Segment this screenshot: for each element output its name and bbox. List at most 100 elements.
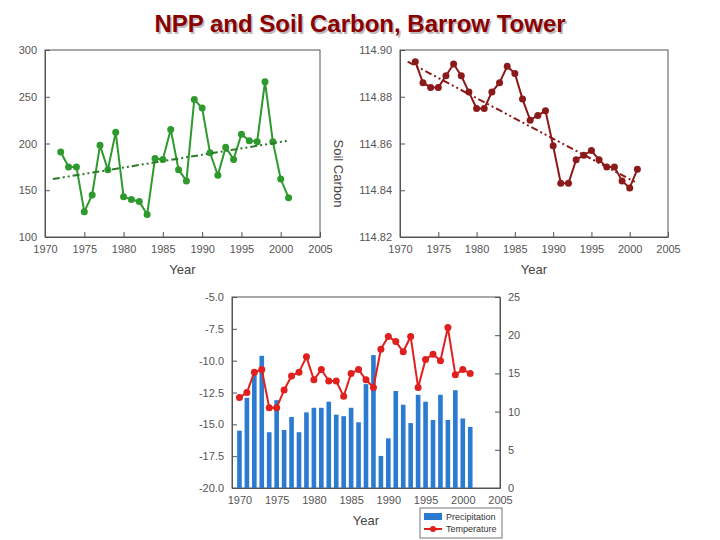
- tick-label: 200: [19, 138, 37, 150]
- plot-frame: [232, 297, 500, 488]
- legend-entry: Precipitation: [424, 512, 496, 522]
- tick-mark: [163, 232, 164, 237]
- tick-mark: [438, 232, 439, 237]
- tick-label: 250: [19, 91, 37, 103]
- x-axis-label: Year: [521, 262, 548, 277]
- marker: [296, 369, 303, 376]
- tick: 10: [495, 406, 520, 418]
- marker: [251, 369, 258, 376]
- marker: [236, 394, 243, 401]
- tick: 114.82: [359, 231, 405, 243]
- tick-label: 1985: [503, 243, 527, 255]
- marker: [214, 172, 221, 179]
- marker: [377, 346, 384, 353]
- legend-swatch: [430, 526, 436, 532]
- marker: [238, 131, 245, 138]
- x-axis: 19701975198019851990199520002005: [33, 232, 332, 255]
- marker: [222, 144, 229, 151]
- tick-label: 2000: [269, 243, 293, 255]
- marker: [400, 348, 407, 355]
- marker: [73, 163, 80, 170]
- marker: [333, 378, 340, 385]
- tick: 1975: [73, 232, 97, 255]
- tick-label: 2005: [656, 243, 680, 255]
- markers: [57, 78, 292, 218]
- tick-mark: [400, 190, 405, 191]
- tick-mark: [495, 488, 500, 489]
- chart: 1970197519801985199019952000200510015020…: [19, 44, 333, 277]
- tick-label: -12.5: [199, 387, 224, 399]
- bar-series: [237, 355, 472, 488]
- tick: 200: [19, 138, 50, 150]
- tick-label: -17.5: [199, 450, 224, 462]
- tick: 1980: [112, 232, 136, 255]
- marker: [57, 148, 64, 155]
- tick-label: 150: [19, 184, 37, 196]
- bar: [408, 423, 413, 488]
- marker: [288, 372, 295, 379]
- y-axis: 100150200250300: [19, 44, 50, 243]
- tick-label: 1980: [465, 243, 489, 255]
- tick-label: 2000: [618, 243, 642, 255]
- marker: [230, 156, 237, 163]
- marker: [415, 384, 422, 391]
- tick-mark: [241, 232, 242, 237]
- bar: [364, 384, 369, 488]
- line: [239, 328, 470, 408]
- marker: [573, 156, 580, 163]
- plot-area: [53, 78, 292, 218]
- legend-swatch: [424, 513, 442, 520]
- marker: [467, 370, 474, 377]
- marker: [348, 370, 355, 377]
- tick-label: 1990: [190, 243, 214, 255]
- tick: -20.0: [199, 482, 237, 494]
- tick: 114.86: [359, 138, 405, 150]
- bar: [460, 418, 465, 488]
- marker: [325, 378, 332, 385]
- tick-mark: [495, 297, 500, 298]
- marker: [442, 72, 449, 79]
- tick-label: 0: [508, 482, 514, 494]
- bar: [438, 395, 443, 488]
- marker: [303, 353, 310, 360]
- tick: 114.84: [359, 184, 405, 196]
- marker: [318, 366, 325, 373]
- tick-mark: [591, 232, 592, 237]
- tick-mark: [232, 424, 237, 425]
- x-axis-label: Year: [169, 262, 196, 277]
- bar: [386, 438, 391, 488]
- legend-box: [420, 508, 502, 538]
- tick-label: 1970: [33, 243, 57, 255]
- markers: [236, 324, 474, 411]
- tick: -10.0: [199, 355, 237, 367]
- marker: [550, 142, 557, 149]
- tick-mark: [495, 412, 500, 413]
- bar: [393, 391, 398, 488]
- marker: [458, 72, 465, 79]
- marker: [407, 333, 414, 340]
- title: NPP and Soil Carbon, Barrow Tower: [154, 10, 565, 37]
- marker: [254, 138, 261, 145]
- legend-label: Precipitation: [446, 512, 496, 522]
- marker: [183, 177, 190, 184]
- bar: [252, 372, 257, 488]
- tick-mark: [232, 297, 237, 298]
- bar: [245, 398, 250, 488]
- y2-axis: 0510152025: [495, 291, 520, 494]
- marker: [435, 84, 442, 91]
- marker: [285, 194, 292, 201]
- marker: [504, 63, 511, 70]
- tick: -12.5: [199, 387, 237, 399]
- marker: [243, 389, 250, 396]
- marker: [430, 351, 437, 358]
- tick-mark: [495, 450, 500, 451]
- marker: [65, 163, 72, 170]
- x-axis: 19701975198019851990199520002005: [388, 232, 680, 255]
- tick: 5: [495, 444, 514, 456]
- bar: [274, 400, 279, 488]
- bar: [401, 405, 406, 488]
- tick: 114.88: [359, 91, 405, 103]
- marker: [473, 105, 480, 112]
- tick-mark: [232, 393, 237, 394]
- tick: 15: [495, 367, 520, 379]
